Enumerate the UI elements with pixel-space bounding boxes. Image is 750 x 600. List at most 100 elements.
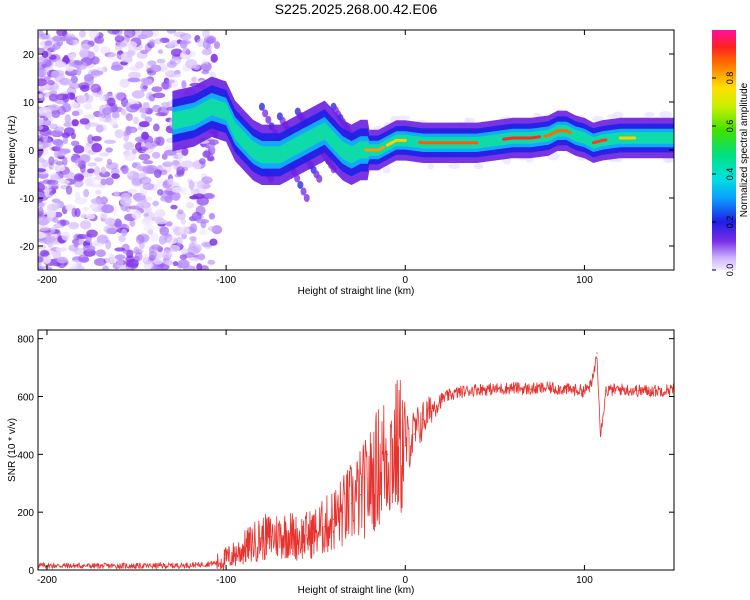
spectrogram-noise-blob — [48, 93, 59, 102]
spectrogram-noise-blob — [116, 257, 124, 268]
spectrogram-noise-blob — [100, 166, 107, 174]
snr-data-point — [234, 553, 236, 555]
snr-xtick-label: 100 — [576, 575, 593, 586]
spectrogram-noise-blob — [190, 188, 200, 195]
spectrogram-noise-blob — [50, 185, 59, 190]
snr-trace — [38, 355, 674, 570]
spectrogram-noise-blob — [151, 151, 161, 159]
spectrogram-noise-blob — [213, 41, 221, 49]
spectrogram-noise-blob — [73, 247, 86, 256]
spectrogram-noise-blob — [56, 140, 64, 148]
spectrogram-noise-blob — [108, 253, 115, 262]
snr-data-point — [530, 388, 532, 390]
spectrogram-noise-blob — [206, 37, 215, 45]
spectrogram-noise-blob — [154, 209, 166, 218]
spectrogram-noise-blob — [71, 119, 79, 127]
spectrogram-noise-blob — [202, 30, 210, 39]
colorbar-label: Normalized spectral amplitude — [739, 82, 750, 217]
spectrogram-noise-blob — [114, 254, 126, 261]
spectrogram-noise-blob — [147, 60, 157, 66]
colorbar-tick-label: 0.8 — [725, 72, 735, 85]
spectrogram-noise-blob — [142, 85, 148, 90]
spectrogram-noise-blob — [89, 203, 98, 211]
spectrogram-noise-blob — [43, 235, 57, 243]
spectrogram-noise-blob — [92, 242, 104, 247]
snr-data-point — [476, 388, 478, 390]
spectrogram-noise-blob — [160, 101, 170, 108]
spectrogram-noise-blob — [123, 152, 136, 162]
spectrogram-noise-blob — [48, 182, 60, 188]
spectrogram-noise-blob — [55, 203, 61, 209]
spectrogram-noise-blob — [40, 32, 51, 40]
spectrogram-ytick-label: 20 — [23, 50, 35, 61]
spectrogram-noise-blob — [49, 123, 59, 130]
spectrogram-streak-blob — [303, 194, 310, 202]
spectrogram-noise-blob — [71, 110, 80, 117]
spectrogram-noise-blob — [189, 223, 198, 234]
spectrogram-noise-blob — [138, 106, 146, 114]
spectrogram-noise-blob — [104, 52, 116, 58]
spectrogram-noise-blob — [71, 207, 77, 218]
spectrogram-noise-blob — [140, 49, 149, 54]
snr-data-point — [422, 419, 424, 421]
spectrogram-noise-blob — [38, 244, 47, 249]
spectrogram-noise-blob — [133, 246, 140, 255]
spectrogram-ylabel: Frequency (Hz) — [7, 116, 18, 185]
spectrogram-noise-blob — [150, 233, 159, 243]
spectrogram-noise-blob — [41, 50, 49, 58]
spectrogram-noise-blob — [43, 44, 54, 52]
spectrogram-noise-blob — [75, 61, 88, 70]
spectrogram-noise-blob — [94, 175, 103, 181]
spectrogram-noise-blob — [125, 258, 139, 268]
spectrogram-noise-blob — [152, 92, 166, 99]
snr-ytick-label: 200 — [17, 508, 34, 519]
spectrogram-noise-blob — [83, 176, 96, 185]
spectrogram-noise-blob — [195, 205, 206, 216]
spectrogram-noise-blob — [162, 249, 173, 259]
spectrogram-hot-core — [364, 145, 386, 152]
spectrogram-noise-blob — [76, 94, 87, 104]
spectrogram-noise-blob — [76, 234, 89, 240]
spectrogram-noise-blob — [38, 182, 45, 193]
spectrogram-noise-blob — [46, 179, 59, 186]
spectrogram-noise-blob — [126, 41, 138, 49]
spectrogram-noise-blob — [111, 111, 120, 119]
spectrogram-xtick-label: 0 — [402, 275, 408, 286]
snr-data-point — [404, 445, 406, 447]
spectrogram-noise-blob — [46, 203, 57, 213]
snr-data-point — [596, 352, 598, 354]
snr-data-point — [216, 562, 218, 564]
spectrogram-noise-blob — [142, 182, 155, 191]
spectrogram-noise-blob — [38, 256, 44, 263]
spectrogram-noise-blob — [100, 178, 107, 186]
spectrogram-noise-blob — [78, 237, 85, 246]
spectrogram-noise-blob — [51, 198, 61, 203]
spectrogram-streak-blob — [297, 180, 304, 189]
spectrogram-noise-blob — [180, 217, 187, 225]
spectrogram-noise-blob — [159, 226, 170, 236]
spectrogram-noise-blob — [105, 257, 118, 263]
spectrogram-noise-blob — [50, 70, 59, 79]
spectrogram-noise-blob — [120, 196, 132, 207]
spectrogram-hot-core — [502, 135, 542, 141]
spectrogram-noise-blob — [87, 162, 97, 167]
spectrogram-noise-blob — [114, 92, 125, 101]
spectrogram-noise-blob — [170, 48, 183, 57]
spectrogram-noise-blob — [93, 166, 101, 176]
spectrogram-noise-blob — [207, 139, 219, 146]
spectrogram-noise-blob — [106, 97, 116, 107]
spectrogram-streak-blob — [262, 109, 269, 118]
snr-data-point — [368, 482, 371, 484]
snr-data-point — [583, 390, 586, 392]
snr-data-point — [655, 390, 657, 392]
spectrogram-noise-blob — [121, 167, 132, 174]
spectrogram-noise-blob — [68, 265, 82, 270]
spectrogram-noise-blob — [94, 257, 107, 267]
snr-xtick-label: -100 — [216, 575, 236, 586]
spectrogram-noise-blob — [114, 247, 126, 252]
spectrogram-noise-blob — [50, 226, 56, 234]
spectrogram-noise-blob — [87, 134, 94, 144]
spectrogram-noise-blob — [93, 36, 105, 44]
spectrogram-noise-blob — [137, 200, 145, 206]
spectrogram-noise-blob — [40, 250, 50, 257]
